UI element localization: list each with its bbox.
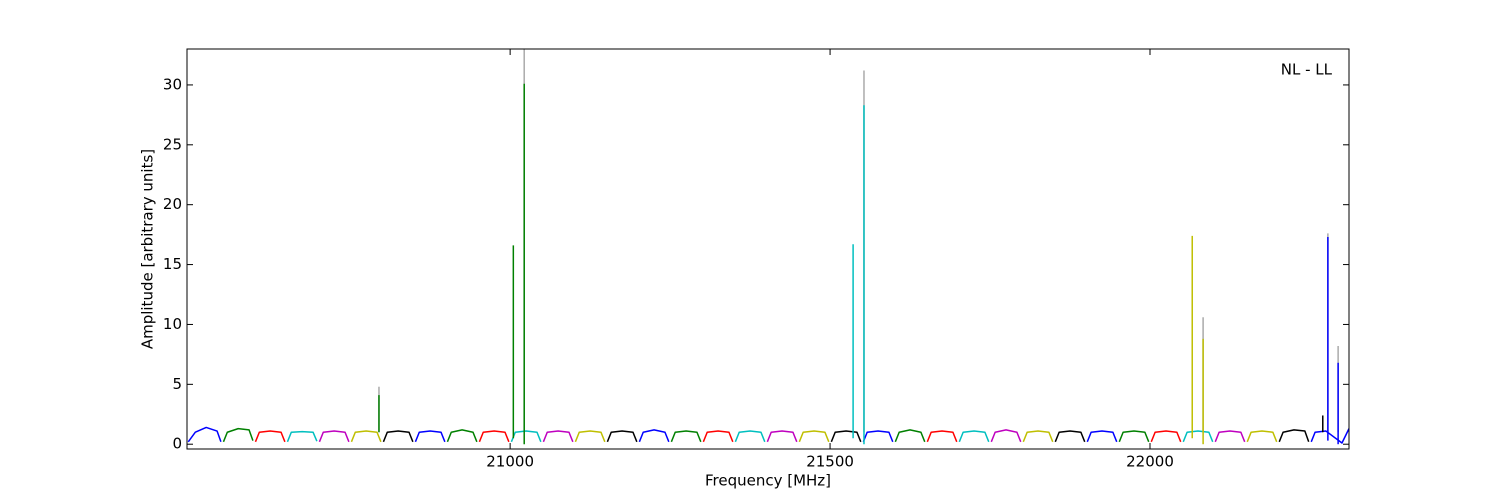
y-tick-label: 5: [172, 375, 182, 393]
series-line: [222, 427, 254, 443]
y-tick-label: 20: [163, 195, 182, 213]
series-line: [542, 430, 574, 443]
series-line: [1310, 428, 1349, 444]
series-line: [1118, 430, 1150, 443]
y-tick-label: 0: [172, 435, 182, 453]
y-tick-label: 25: [163, 135, 182, 153]
series-line: [670, 430, 702, 443]
series-line: [958, 430, 990, 443]
series-line: [830, 430, 862, 443]
axes-frame: [186, 48, 1350, 450]
annotation: NL - LL: [1281, 61, 1333, 79]
y-tick-label: 10: [163, 315, 182, 333]
series-line: [1086, 430, 1118, 443]
series-line: [286, 430, 318, 443]
y-tick-label: 15: [163, 255, 182, 273]
series-line: [478, 430, 510, 443]
series-line: [350, 430, 382, 443]
series-line: [638, 429, 670, 443]
series-line: [766, 430, 798, 443]
plot-area: [187, 49, 1349, 445]
series-line: [734, 430, 766, 443]
series-line: [446, 429, 478, 443]
x-tick-label: 22000: [1126, 453, 1174, 471]
series-line: [1182, 430, 1214, 443]
series-line: [606, 430, 638, 443]
y-tick-label: 30: [163, 75, 182, 93]
series-line: [990, 429, 1022, 443]
x-axis-label: Frequency [MHz]: [705, 472, 831, 490]
y-axis-label: Amplitude [arbitrary units]: [139, 149, 157, 349]
series-line: [1022, 430, 1054, 443]
x-tick-label: 21000: [486, 453, 534, 471]
series-line: [862, 430, 894, 443]
series-line: [187, 426, 222, 443]
series-line: [702, 430, 734, 443]
series-line: [1054, 430, 1086, 443]
x-tick-label: 21500: [806, 453, 854, 471]
series-line: [926, 430, 958, 443]
series-line: [894, 429, 926, 443]
series-line: [254, 430, 286, 443]
series-line: [382, 430, 414, 443]
series-line: [1214, 430, 1246, 443]
series-line: [574, 430, 606, 443]
series-line: [1278, 429, 1310, 443]
series-line: [414, 430, 446, 443]
series-line: [1246, 430, 1278, 443]
series-line: [318, 430, 350, 443]
series-line: [798, 430, 830, 443]
series-line: [1150, 430, 1182, 443]
